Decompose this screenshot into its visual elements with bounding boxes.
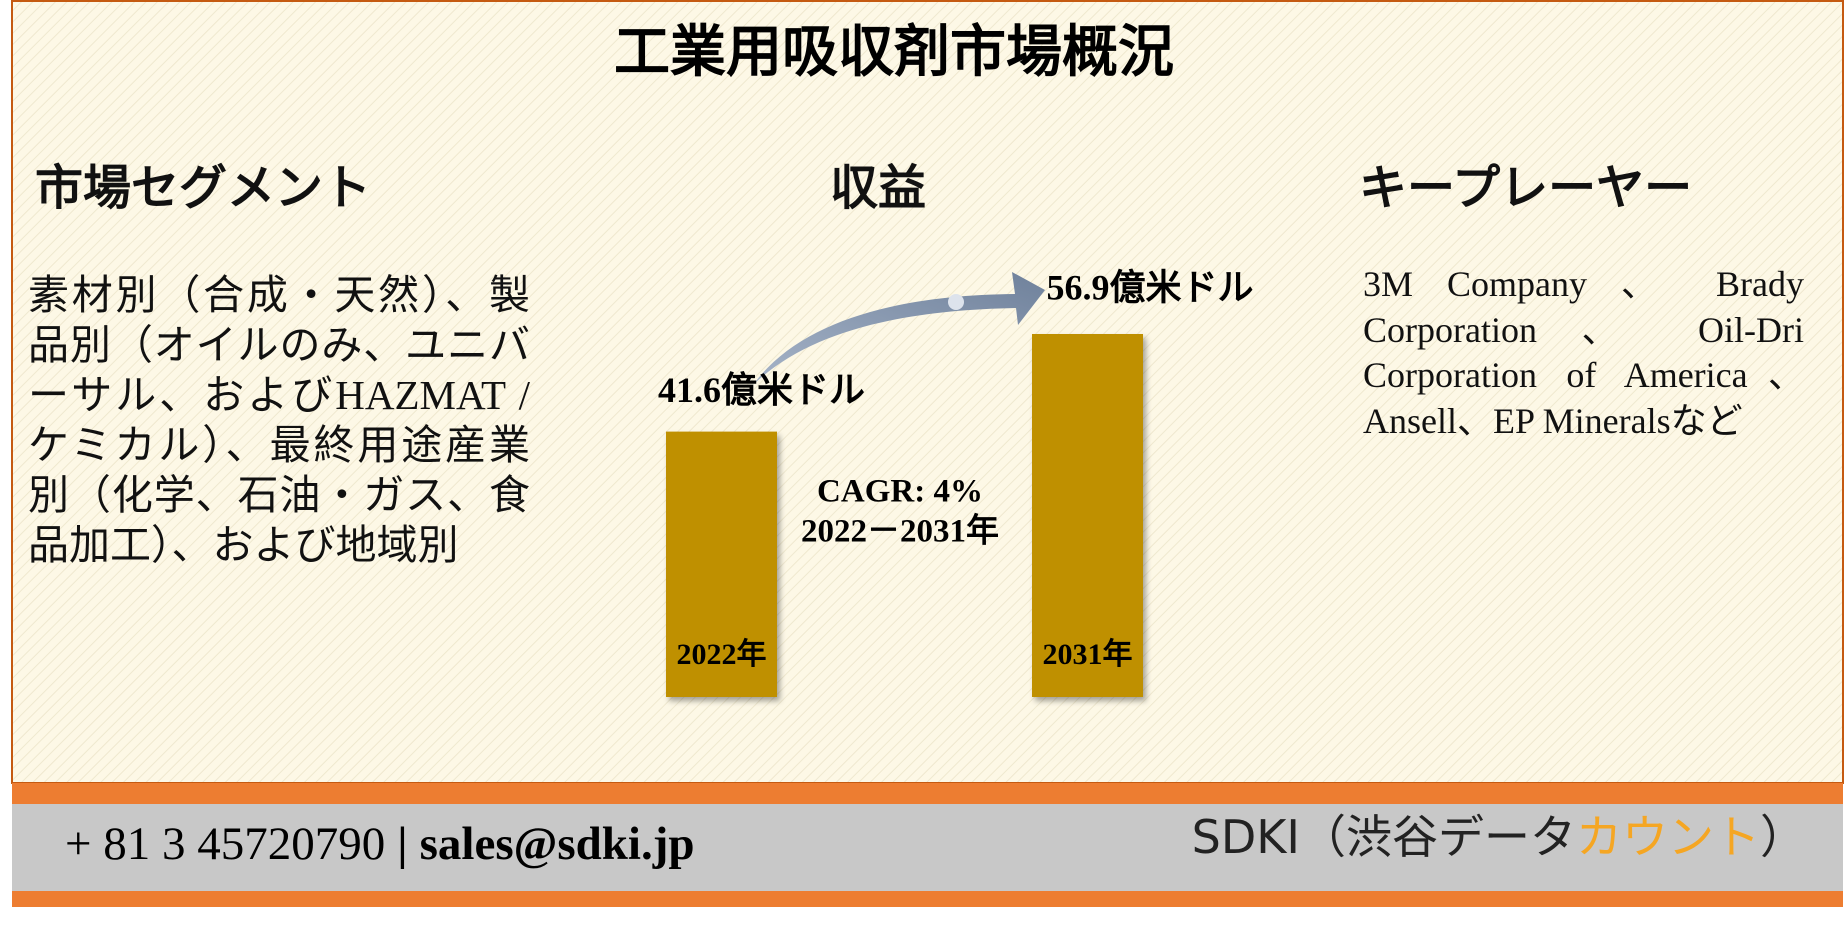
cagr: CAGR: 4% bbox=[817, 474, 983, 510]
panel bbox=[11, 0, 1844, 784]
section-heading: 収益 bbox=[830, 162, 927, 215]
arrow-dot bbox=[948, 294, 964, 310]
section-heading: キープレーヤー bbox=[1359, 162, 1693, 215]
players-text: 3M Company 、 Brady Corporation 、 Oil-Dri… bbox=[1363, 264, 1804, 441]
phone: + 81 3 45720790 bbox=[65, 818, 385, 870]
email: sales@sdki.jp bbox=[420, 818, 695, 870]
brand-name: SDKI（渋谷データ bbox=[1192, 810, 1576, 864]
brand-end: ） bbox=[1760, 810, 1806, 864]
bar-category: 2022年 bbox=[677, 638, 767, 671]
cagr-period: 2022－2031年 bbox=[801, 513, 999, 550]
contact: + 81 3 45720790 | sales@sdki.jp bbox=[65, 818, 695, 870]
separator: | bbox=[397, 818, 407, 870]
footer-band bbox=[12, 783, 1843, 804]
footer-bar bbox=[12, 804, 1843, 891]
bar-category: 2031年 bbox=[1043, 638, 1133, 671]
footer-band bbox=[12, 891, 1843, 907]
value-label: 56.9億米ドル bbox=[1046, 267, 1253, 307]
section-heading: 市場セグメント bbox=[35, 162, 372, 215]
title: 工業用吸収剤市場概況 bbox=[614, 22, 1174, 84]
bar bbox=[1032, 334, 1143, 697]
growth-arrow bbox=[753, 272, 1045, 385]
brand-highlight: カウント bbox=[1576, 810, 1760, 864]
segments-text: 素材別（合成・天然）、製品別（オイルのみ、ユニバーサル、およびHAZMAT /ケ… bbox=[28, 272, 530, 568]
value-label: 41.6億米ドル bbox=[658, 370, 865, 410]
brand: SDKI（渋谷データカウント） bbox=[1192, 810, 1806, 864]
bar bbox=[666, 431, 777, 697]
